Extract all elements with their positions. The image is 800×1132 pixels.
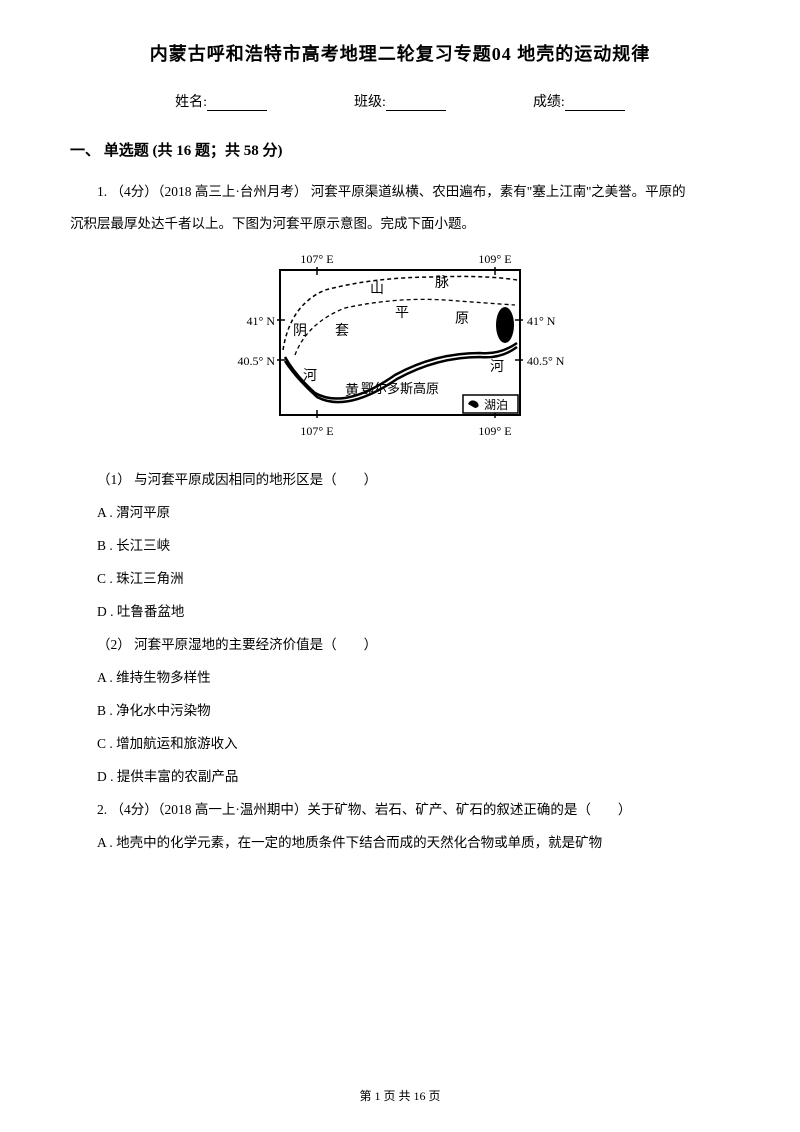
map-yin: 阴 [293, 323, 307, 339]
q1-sub1-d[interactable]: D . 吐鲁番盆地 [70, 598, 730, 625]
score-blank[interactable] [565, 95, 625, 111]
q1-sub1-c[interactable]: C . 珠江三角洲 [70, 565, 730, 592]
name-blank[interactable] [207, 95, 267, 111]
q1-sub1-b[interactable]: B . 长江三峡 [70, 532, 730, 559]
legend-label: 湖泊 [484, 397, 508, 412]
lat-tr: 41° N [527, 314, 556, 328]
lat-br: 40.5° N [527, 354, 565, 368]
lat-bl: 40.5° N [238, 354, 276, 368]
lat-tl: 41° N [247, 314, 276, 328]
q1-intro-line1: 1. （4分）（2018 高三上·台州月考） 河套平原渠道纵横、农田遍布，素有"… [70, 178, 730, 205]
map-he2: 河 [490, 359, 504, 375]
q1-sub2: （2） 河套平原湿地的主要经济价值是（ ） [70, 631, 730, 658]
map-tao: 套 [335, 323, 349, 339]
map-he: 河 [303, 368, 317, 384]
lon-bl: 107° E [300, 424, 333, 438]
lon-top-left: 107° E [300, 252, 333, 266]
lon-br: 109° E [478, 424, 511, 438]
question-1: 1. （4分）（2018 高三上·台州月考） 河套平原渠道纵横、农田遍布，素有"… [70, 178, 730, 856]
page-footer: 第 1 页 共 16 页 [0, 1087, 800, 1104]
map-yuan: 原 [455, 312, 469, 327]
q1-intro-line2: 沉积层最厚处达千者以上。下图为河套平原示意图。完成下面小题。 [70, 210, 730, 237]
lon-top-right: 109° E [478, 252, 511, 266]
name-label: 姓名: [175, 91, 207, 111]
map-ping: 平 [395, 306, 409, 321]
class-label: 班级: [354, 91, 386, 111]
q1-figure: 107° E 109° E 41° N 41° N 40.5° N 40.5° … [70, 245, 730, 454]
q1-sub2-d[interactable]: D . 提供丰富的农副产品 [70, 763, 730, 790]
map-huang: 黄 [345, 382, 359, 399]
page-title: 内蒙古呼和浩特市高考地理二轮复习专题04 地壳的运动规律 [70, 40, 730, 66]
q1-sub2-a[interactable]: A . 维持生物多样性 [70, 664, 730, 691]
map-ordos: 鄂尔多斯高原 [361, 381, 439, 396]
info-line: 姓名: 班级: 成绩: [70, 91, 730, 111]
section-header: 一、 单选题 (共 16 题；共 58 分) [70, 139, 730, 160]
q1-sub1-a[interactable]: A . 渭河平原 [70, 499, 730, 526]
q2-a[interactable]: A . 地壳中的化学元素，在一定的地质条件下结合而成的天然化合物或单质，就是矿物 [70, 829, 730, 856]
q1-sub2-b[interactable]: B . 净化水中污染物 [70, 697, 730, 724]
class-blank[interactable] [386, 95, 446, 111]
q1-sub1: （1） 与河套平原成因相同的地形区是（ ） [70, 466, 730, 493]
score-label: 成绩: [533, 91, 565, 111]
q2-intro: 2. （4分）（2018 高一上·温州期中）关于矿物、岩石、矿产、矿石的叙述正确… [70, 796, 730, 823]
map-shan: 山 [370, 281, 384, 297]
q1-sub2-c[interactable]: C . 增加航运和旅游收入 [70, 730, 730, 757]
map-mai: 脉 [435, 275, 449, 291]
